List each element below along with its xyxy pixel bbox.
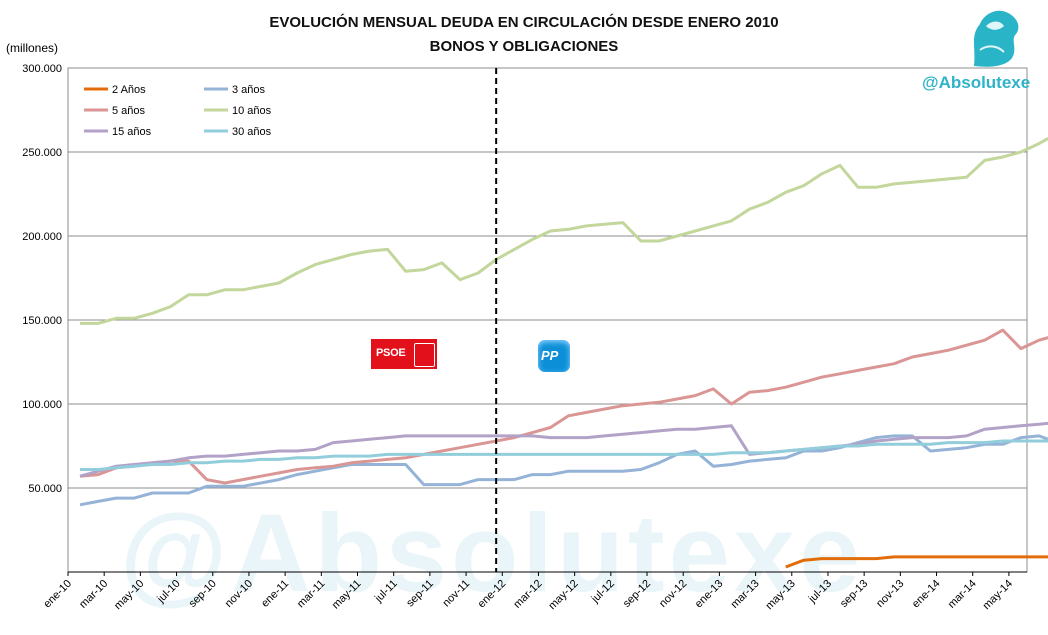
- x-tick-label: ene-14: [910, 578, 943, 611]
- x-tick-label: nov-12: [657, 578, 689, 610]
- x-tick-label: ene-11: [259, 578, 291, 610]
- x-tick-label: ene-13: [693, 578, 726, 611]
- x-tick-label: sep-12: [621, 578, 653, 610]
- x-tick-label: mar-12: [511, 578, 544, 611]
- x-tick-label: sep-11: [404, 578, 436, 610]
- series-line: [80, 439, 1048, 471]
- griffin-logo-icon: [974, 10, 1019, 67]
- series-lines: [79, 136, 1048, 569]
- pp-logo-text: PP: [541, 348, 559, 363]
- x-tick-label: mar-10: [77, 578, 110, 611]
- pp-logo: PP: [538, 340, 570, 372]
- unit-label: (millones): [6, 41, 59, 55]
- watermark-text: @Absolutexe: [120, 492, 865, 615]
- x-tick-labels: ene-10 mar-10 may-10 jul-10 sep-10 nov-10 ene-…: [41, 578, 1015, 612]
- y-tick-label: 200.000: [22, 231, 62, 243]
- x-tick-label: jul-11: [372, 578, 400, 606]
- y-tick-label: 50.000: [28, 483, 62, 495]
- series-line: [79, 421, 1048, 478]
- y-tick-labels: 300.000 250.000 200.000 150.000 100.000 50.00…: [22, 63, 62, 495]
- chart-subtitle: BONOS Y OBLIGACIONES: [429, 38, 619, 55]
- chart-title: EVOLUCIÓN MENSUAL DEUDA EN CIRCULACIÓN D…: [269, 14, 779, 31]
- series-line: [79, 328, 1048, 485]
- y-tick-label: 250.000: [22, 147, 62, 159]
- x-tick-label: may-13: [763, 578, 797, 612]
- legend: 2 Años 3 años 5 años 10 años 15 años 30 años: [84, 84, 272, 138]
- y-tick-label: 300.000: [22, 63, 62, 75]
- x-tick-label: nov-10: [223, 578, 255, 610]
- x-tick-label: mar-14: [946, 578, 979, 611]
- x-tick-label: may-14: [981, 578, 1015, 612]
- y-tick-label: 150.000: [22, 315, 62, 327]
- x-tick-label: mar-13: [729, 578, 762, 611]
- y-tick-label: 100.000: [22, 399, 62, 411]
- x-tick-label: may-10: [112, 578, 146, 612]
- legend-entry: 15 años: [112, 126, 152, 138]
- x-tick-label: may-11: [330, 578, 364, 612]
- x-tick-label: nov-13: [874, 578, 906, 610]
- axes: [67, 67, 1028, 576]
- x-tick-label: nov-11: [440, 578, 472, 610]
- rose-icon: [414, 343, 435, 367]
- legend-entry: 3 años: [232, 84, 266, 96]
- series-line: [785, 555, 1048, 569]
- brand-handle: @Absolutexe: [922, 73, 1031, 92]
- psoe-logo: PSOE: [371, 339, 437, 369]
- series-line: [80, 136, 1048, 325]
- x-tick-label: mar-11: [295, 578, 328, 611]
- psoe-logo-text: PSOE: [376, 347, 406, 359]
- legend-entry: 10 años: [232, 105, 272, 117]
- legend-entry: 30 años: [232, 126, 272, 138]
- x-tick-label: may-12: [546, 578, 580, 612]
- x-tick-label: jul-12: [589, 578, 617, 606]
- x-tick-label: jul-13: [806, 578, 834, 606]
- x-tick-label: sep-10: [187, 578, 219, 610]
- x-tick-label: jul-10: [154, 578, 182, 606]
- x-tick-label: ene-10: [41, 578, 74, 611]
- legend-entry: 5 años: [112, 105, 146, 117]
- x-tick-label: sep-13: [838, 578, 870, 610]
- x-tick-label: ene-12: [476, 578, 509, 611]
- series-line: [79, 434, 1048, 507]
- legend-entry: 2 Años: [112, 84, 146, 96]
